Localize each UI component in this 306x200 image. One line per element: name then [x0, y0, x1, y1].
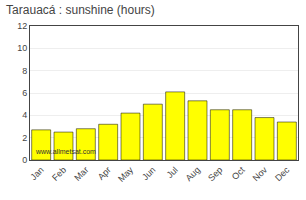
- svg-text:May: May: [116, 164, 135, 183]
- svg-text:10: 10: [17, 43, 27, 53]
- svg-text:4: 4: [22, 110, 27, 120]
- svg-text:www.allmetsat.com: www.allmetsat.com: [35, 148, 96, 155]
- svg-text:Sep: Sep: [206, 165, 224, 183]
- svg-text:Tarauacá : sunshine (hours): Tarauacá : sunshine (hours): [6, 3, 155, 17]
- svg-text:Nov: Nov: [251, 164, 270, 183]
- svg-text:Apr: Apr: [96, 165, 113, 182]
- svg-text:Jan: Jan: [28, 165, 45, 182]
- svg-text:Dec: Dec: [273, 164, 292, 183]
- svg-text:0: 0: [22, 155, 27, 165]
- svg-text:12: 12: [17, 21, 27, 31]
- svg-text:6: 6: [22, 88, 27, 98]
- svg-text:Jun: Jun: [140, 165, 157, 182]
- svg-text:2: 2: [22, 133, 27, 143]
- svg-text:Feb: Feb: [50, 165, 68, 183]
- svg-text:Oct: Oct: [230, 164, 247, 181]
- svg-text:Mar: Mar: [72, 165, 90, 183]
- svg-text:8: 8: [22, 66, 27, 76]
- svg-text:Aug: Aug: [184, 165, 202, 183]
- svg-text:Jul: Jul: [165, 165, 180, 180]
